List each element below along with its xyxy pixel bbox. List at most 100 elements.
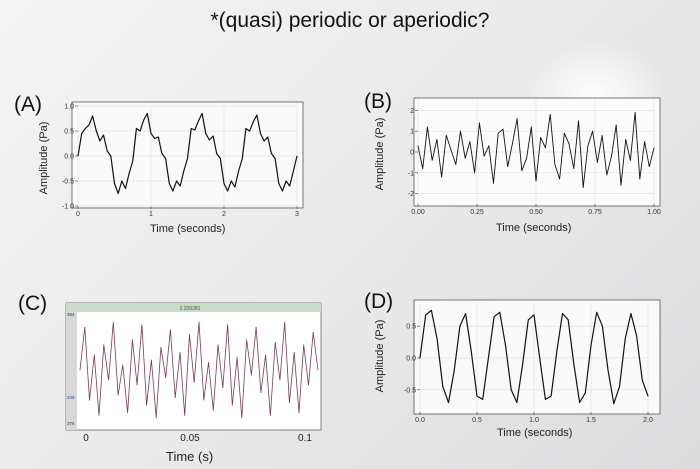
data-point: [425, 314, 427, 316]
data-point: [450, 149, 452, 151]
data-point: [493, 316, 495, 318]
data-point: [512, 143, 513, 145]
data-point: [460, 130, 461, 132]
chart-a-xlabel: Time (seconds): [150, 223, 226, 235]
data-point: [499, 311, 501, 313]
data-point: [436, 139, 438, 140]
x-tick-label: 1.0: [529, 417, 539, 424]
data-point: [488, 357, 489, 359]
data-point: [183, 170, 185, 172]
data-point: [132, 339, 133, 341]
data-point: [470, 351, 472, 352]
data-point: [554, 164, 556, 165]
data-point: [465, 313, 466, 314]
panel-label-b: (B): [364, 90, 392, 113]
data-point: [274, 158, 276, 159]
data-point: [92, 115, 93, 117]
data-point: [170, 329, 171, 331]
data-point: [620, 184, 622, 186]
data-point: [219, 158, 221, 159]
data-point: [562, 313, 563, 314]
data-point: [172, 190, 174, 192]
data-point: [624, 338, 626, 340]
data-point: [151, 359, 152, 361]
data-point: [505, 344, 506, 346]
data-point: [293, 170, 294, 172]
data-point: [256, 114, 258, 116]
data-point: [479, 122, 480, 124]
data-point: [607, 370, 609, 372]
data-point: [117, 193, 119, 194]
data-point: [136, 128, 137, 129]
data-point: [516, 402, 518, 403]
data-point: [245, 128, 247, 129]
data-point: [469, 141, 471, 143]
x-tick-label: 0.0: [415, 417, 425, 424]
data-point: [636, 335, 637, 337]
y-tick-label: 0.5: [64, 129, 74, 136]
data-point: [533, 314, 535, 316]
x-tick-label: 3: [295, 211, 299, 218]
data-point: [128, 173, 130, 174]
data-point: [563, 132, 565, 134]
data-point: [630, 313, 632, 314]
data-point: [165, 377, 167, 378]
data-point: [419, 357, 421, 359]
x-tick-label: 0.25: [470, 209, 484, 216]
data-point: [189, 334, 190, 336]
x-tick-label: 0.5: [472, 417, 482, 424]
x-tick-label: 1.5: [586, 417, 596, 424]
chart-d-frame: [413, 299, 661, 415]
data-point: [442, 386, 444, 387]
chart-c-xlabel: Time (s): [166, 449, 214, 464]
y-tick-label: -0.5: [62, 179, 74, 186]
data-point: [208, 362, 209, 363]
panel-label-d: (D): [364, 290, 394, 313]
data-point: [260, 133, 261, 134]
data-point: [545, 398, 546, 400]
data-point: [267, 136, 269, 138]
data-point: [165, 158, 167, 159]
data-point: [317, 369, 319, 371]
data-point: [611, 155, 612, 157]
data-point: [431, 310, 432, 311]
data-point: [252, 121, 254, 123]
data-point: [95, 130, 97, 132]
x-tick-label: 0.05: [180, 433, 200, 444]
x-tick-label: 0: [76, 211, 80, 218]
data-point: [634, 112, 636, 113]
data-point: [641, 379, 643, 381]
data-point: [260, 392, 262, 394]
chart-c-header-bar: [66, 303, 321, 312]
data-point: [507, 166, 509, 168]
data-point: [146, 404, 148, 406]
data-point: [436, 338, 438, 340]
data-point: [455, 164, 457, 165]
data-point: [502, 128, 504, 130]
data-point: [112, 321, 114, 323]
data-point: [597, 162, 598, 163]
x-tick-label: 1.00: [647, 209, 661, 216]
data-point: [263, 140, 265, 142]
data-point: [284, 321, 286, 323]
y-tick-label: 2: [410, 108, 414, 115]
data-point: [271, 153, 272, 154]
data-point: [474, 172, 475, 174]
data-point: [176, 180, 178, 182]
data-point: [241, 417, 243, 419]
y-tick-label: 0: [410, 150, 414, 157]
page-title: *(quasi) periodic or aperiodic?: [210, 9, 490, 32]
data-point: [132, 160, 134, 162]
data-point: [445, 135, 447, 136]
data-point: [308, 384, 309, 386]
y-tick-label: 0.5: [406, 324, 416, 331]
data-point: [141, 324, 143, 325]
y-tick-label: 1: [410, 129, 414, 136]
y-tick-label: -1: [408, 170, 414, 177]
data-point: [417, 145, 419, 147]
data-point: [619, 386, 620, 387]
panel-label-c: (C): [18, 292, 48, 315]
data-point: [249, 130, 251, 132]
data-point: [653, 147, 655, 149]
data-point: [190, 128, 192, 129]
